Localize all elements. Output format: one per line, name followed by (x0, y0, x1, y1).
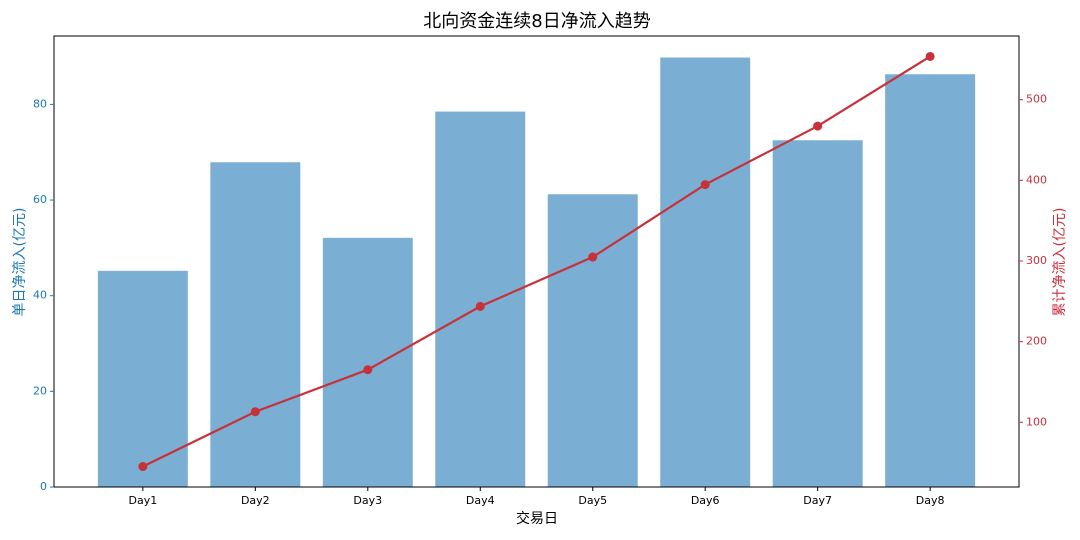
x-tick-label: Day5 (578, 494, 607, 507)
x-axis-label: 交易日 (516, 510, 558, 527)
x-tick-label: Day7 (803, 494, 832, 507)
y2-axis-label: 累计净流入(亿元) (1052, 208, 1068, 317)
y2-tick-label: 500 (1026, 93, 1047, 106)
bar (435, 111, 526, 487)
point (813, 121, 823, 131)
bar (210, 162, 301, 487)
x-tick-label: Day6 (691, 494, 720, 507)
point (363, 365, 373, 375)
bar (547, 194, 638, 487)
bar (660, 57, 751, 488)
point (138, 462, 148, 472)
y-tick-label: 80 (33, 97, 47, 110)
plot-frame (53, 35, 1020, 488)
y2-tick-label: 100 (1026, 415, 1047, 428)
x-tick-label: Day2 (241, 494, 270, 507)
bar (885, 74, 976, 488)
y-tick-label: 20 (33, 384, 47, 397)
y-axis-label: 单日净流入(亿元) (12, 208, 28, 317)
y2-tick-label: 400 (1026, 173, 1047, 186)
line (142, 55, 931, 468)
bar (97, 270, 188, 487)
x-tick-label: Day4 (466, 494, 495, 507)
point (475, 301, 485, 311)
y-tick-label: 60 (33, 193, 47, 206)
point (588, 252, 598, 262)
x-tick-label: Day1 (128, 494, 157, 507)
x-tick-label: Day8 (916, 494, 945, 507)
y-tick-label: 0 (40, 480, 47, 493)
point (925, 51, 935, 61)
y2-tick-label: 200 (1026, 335, 1047, 348)
chart-title: 北向资金连续8日净流入趋势 (423, 11, 650, 32)
point (250, 407, 260, 417)
point (700, 180, 710, 190)
y-tick-label: 40 (33, 289, 47, 302)
x-tick-label: Day3 (353, 494, 382, 507)
bar (772, 140, 863, 487)
bar (322, 237, 413, 487)
y2-tick-label: 300 (1026, 254, 1047, 267)
